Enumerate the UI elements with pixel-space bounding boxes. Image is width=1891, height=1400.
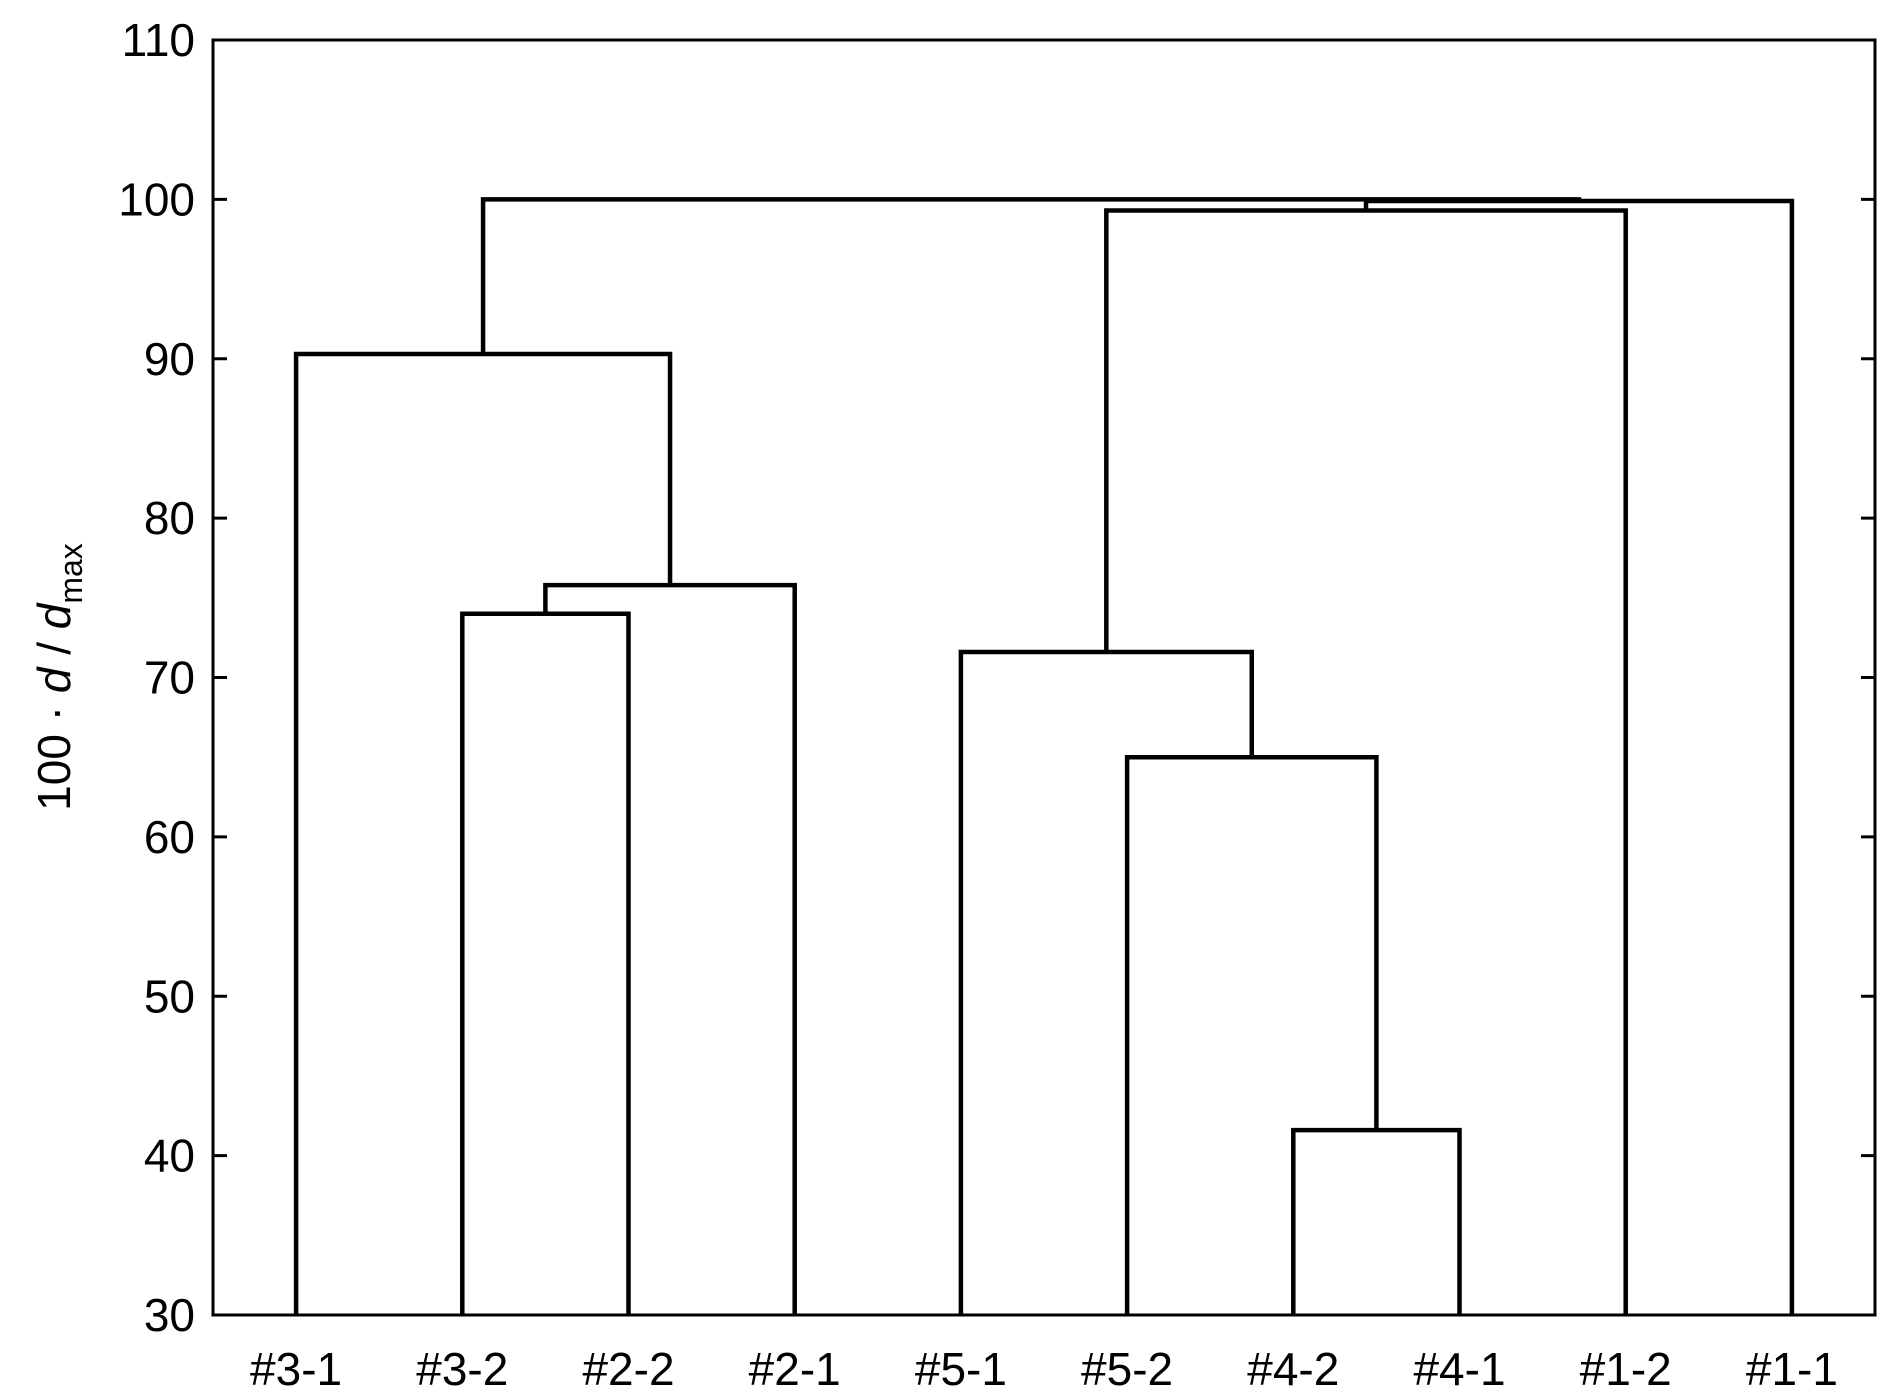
- leaf-label: #5-2: [1081, 1343, 1173, 1395]
- y-axis-title-sep: /: [28, 629, 80, 667]
- y-tick-label: 80: [144, 492, 195, 544]
- merge-link-m7: [1104, 208, 1628, 1315]
- merge-link-m8: [1363, 198, 1795, 1315]
- leaf-label: #2-2: [582, 1343, 674, 1395]
- y-axis-title: 100 · d / dmax: [28, 543, 89, 811]
- leaf-label: #3-1: [250, 1343, 342, 1395]
- merge-link-m3: [958, 649, 1254, 1315]
- leaf-label: #3-2: [416, 1343, 508, 1395]
- y-tick-label: 40: [144, 1130, 195, 1182]
- y-axis-title-var2: d: [28, 602, 80, 629]
- leaf-label: #2-1: [749, 1343, 841, 1395]
- leaf-label: #5-1: [915, 1343, 1007, 1395]
- leaf-label: #1-1: [1746, 1343, 1838, 1395]
- y-axis-title-prefix: 100 ·: [28, 693, 80, 811]
- y-axis-title-subscript: max: [53, 543, 89, 603]
- y-tick-label: 30: [144, 1289, 195, 1341]
- merge-link-m5: [543, 582, 797, 1315]
- y-tick-label: 110: [122, 14, 195, 66]
- merge-link-m1: [1291, 1127, 1462, 1315]
- y-tick-label: 60: [144, 811, 195, 863]
- dendrogram-links: [293, 197, 1795, 1315]
- merge-link-m4: [460, 611, 631, 1315]
- y-tick-label: 70: [144, 652, 195, 704]
- y-axis-ticks: [213, 38, 1875, 1317]
- leaf-label: #4-1: [1413, 1343, 1505, 1395]
- leaf-label: #4-2: [1247, 1343, 1339, 1395]
- y-tick-label: 100: [118, 173, 195, 225]
- leaf-labels: #3-1 #3-2 #2-2 #2-1 #5-1 #5-2 #4-2 #4-1 #1-2 #1-1: [250, 1343, 1838, 1395]
- merge-link-m9: [480, 197, 1582, 354]
- leaf-label: #1-2: [1580, 1343, 1672, 1395]
- merge-link-m2: [1124, 754, 1379, 1315]
- y-tick-label: 90: [144, 333, 195, 385]
- merge-link-m6: [293, 351, 673, 1315]
- y-tick-labels: 30 40 50 60 70 80 90 100 110: [118, 14, 195, 1341]
- y-axis-title-var1: d: [28, 666, 80, 693]
- y-tick-label: 50: [144, 970, 195, 1022]
